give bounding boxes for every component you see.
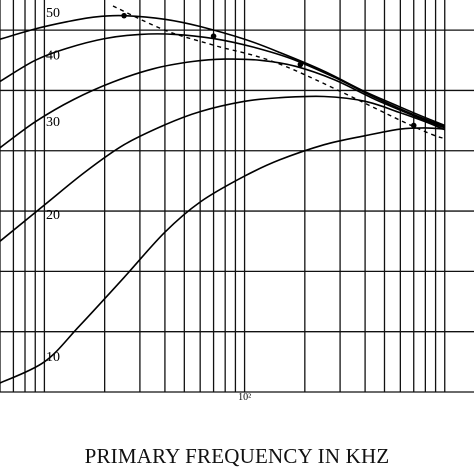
series-curves bbox=[0, 14, 446, 384]
series-labels: 50 40 30 20 10 bbox=[46, 6, 60, 365]
series-label-10: 10 bbox=[46, 350, 60, 365]
x-tick-label: 10² bbox=[238, 392, 251, 403]
peak-marker bbox=[297, 61, 304, 68]
peak-marker bbox=[210, 33, 217, 39]
series-line-10 bbox=[0, 127, 445, 384]
series-label-50: 50 bbox=[46, 6, 60, 21]
peak-locus-dashed-line bbox=[112, 5, 445, 140]
series-label-30: 30 bbox=[46, 115, 60, 130]
series-label-20: 20 bbox=[46, 208, 60, 223]
peak-marker bbox=[121, 12, 127, 19]
grid bbox=[0, 0, 474, 393]
x-axis-label: PRIMARY FREQUENCY IN KHZ bbox=[84, 444, 390, 468]
series-label-40: 40 bbox=[46, 48, 60, 63]
series-line-50 bbox=[0, 14, 446, 127]
series-line-20 bbox=[0, 95, 446, 242]
peak-marker bbox=[410, 122, 417, 129]
series-line-40 bbox=[0, 33, 445, 128]
series-line-30 bbox=[0, 58, 446, 149]
peak-locus-line bbox=[112, 5, 445, 140]
peak-markers bbox=[121, 12, 417, 129]
x-tick-labels: 10² bbox=[238, 392, 251, 403]
